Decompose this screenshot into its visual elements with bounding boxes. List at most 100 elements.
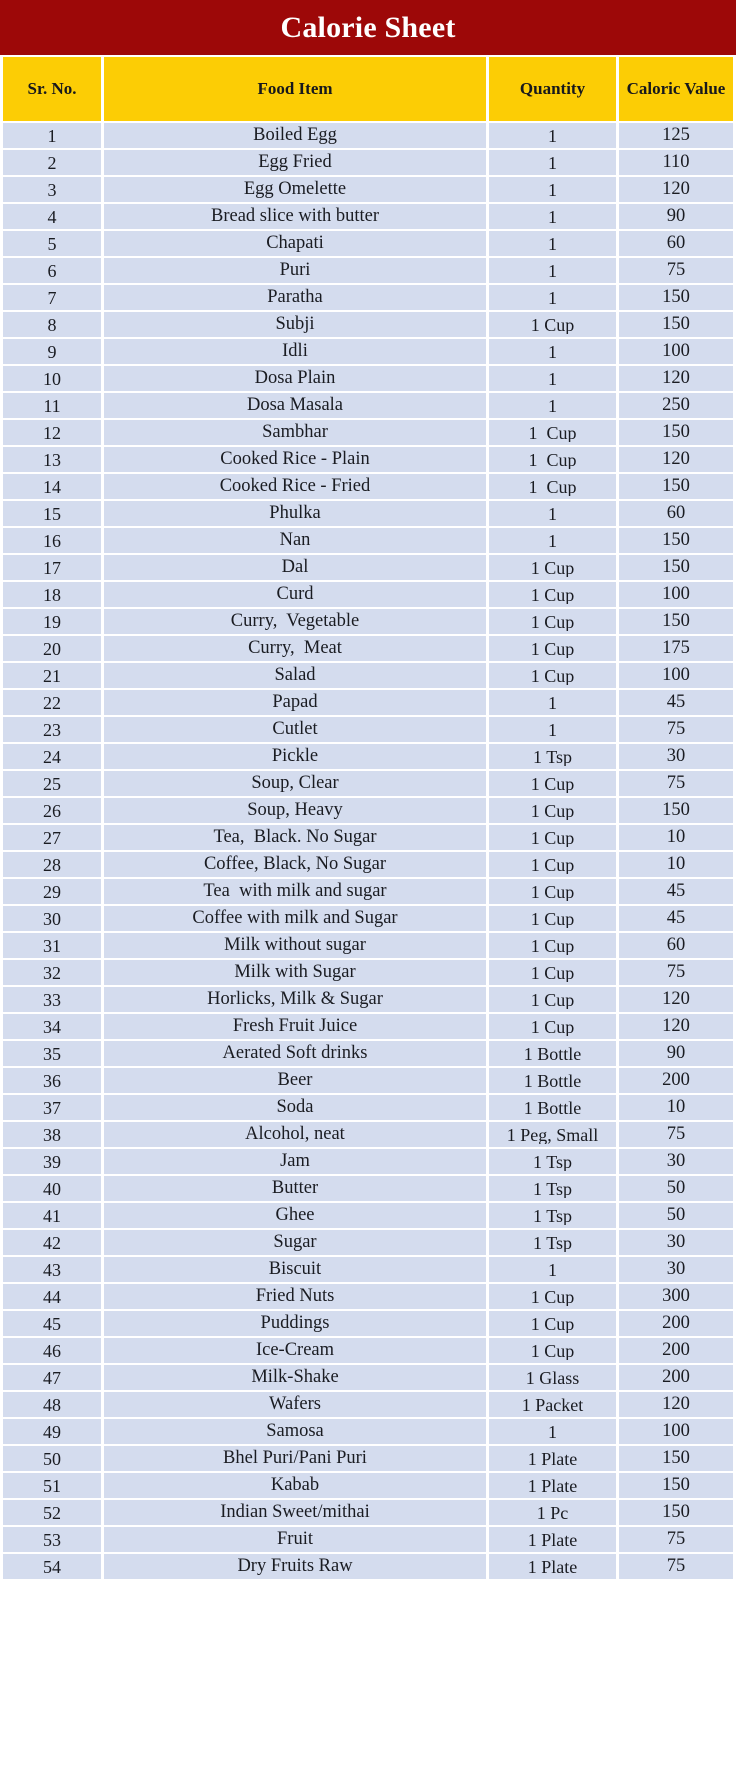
cell-qty: 1 Tsp	[489, 1149, 616, 1174]
quantity-text: 1 Cup	[530, 666, 575, 685]
cell-qty: 1	[489, 690, 616, 715]
table-row: 29 Tea with milk and sugar 1 Cup 45	[3, 879, 733, 904]
cell-cal: 75	[619, 1122, 733, 1147]
cell-qty: 1	[489, 717, 616, 742]
cell-sr: 18	[3, 582, 101, 607]
cell-sr: 23	[3, 717, 101, 742]
quantity-text: 1	[548, 1260, 557, 1279]
cell-sr: 41	[3, 1203, 101, 1228]
cell-cal: 90	[619, 204, 733, 229]
cell-sr: 16	[3, 528, 101, 553]
table-row: 23 Cutlet 1 75	[3, 717, 733, 742]
quantity-text: 1 Cup	[530, 828, 575, 847]
cell-food: Phulka	[104, 501, 486, 526]
cell-food: Coffee with milk and Sugar	[104, 906, 486, 931]
quantity-text: 1 Cup	[530, 558, 575, 577]
table-row: 10 Dosa Plain 1 120	[3, 366, 733, 391]
cell-cal: 150	[619, 1500, 733, 1525]
table-row: 36 Beer 1 Bottle 200	[3, 1068, 733, 1093]
cell-qty: 1 Cup	[489, 1014, 616, 1039]
cell-food: Dal	[104, 555, 486, 580]
cell-qty: 1	[489, 501, 616, 526]
cell-cal: 200	[619, 1311, 733, 1336]
cell-qty: 1	[489, 339, 616, 364]
table-row: 18 Curd 1 Cup 100	[3, 582, 733, 607]
cell-cal: 100	[619, 1419, 733, 1444]
cell-cal: 75	[619, 771, 733, 796]
quantity-text: 1 Cup	[530, 1341, 575, 1360]
cell-food: Curry, Meat	[104, 636, 486, 661]
cell-sr: 45	[3, 1311, 101, 1336]
cell-qty: 1	[489, 231, 616, 256]
cell-food: Aerated Soft drinks	[104, 1041, 486, 1066]
table-row: 5 Chapati 1 60	[3, 231, 733, 256]
quantity-text: 1 Bottle	[523, 1071, 582, 1090]
cell-sr: 14	[3, 474, 101, 499]
cell-sr: 51	[3, 1473, 101, 1498]
cell-sr: 38	[3, 1122, 101, 1147]
quantity-text: 1 Cup	[530, 315, 575, 334]
cell-cal: 30	[619, 1230, 733, 1255]
cell-qty: 1 Bottle	[489, 1095, 616, 1120]
cell-food: Soda	[104, 1095, 486, 1120]
quantity-text: 1 Cup	[530, 855, 575, 874]
table-row: 9 Idli 1 100	[3, 339, 733, 364]
quantity-text: 1 Cup	[530, 909, 575, 928]
cell-sr: 33	[3, 987, 101, 1012]
quantity-text: 1	[548, 288, 557, 307]
table-row: 37 Soda 1 Bottle 10	[3, 1095, 733, 1120]
table-row: 31 Milk without sugar 1 Cup 60	[3, 933, 733, 958]
quantity-text: 1 Cup	[530, 801, 575, 820]
quantity-text: 1 Tsp	[533, 1179, 572, 1198]
cell-qty: 1 Cup	[489, 447, 616, 472]
column-header-sr: Sr. No.	[3, 57, 101, 121]
cell-food: Alcohol, neat	[104, 1122, 486, 1147]
table-row: 52 Indian Sweet/mithai 1 Pc 150	[3, 1500, 733, 1525]
cell-cal: 175	[619, 636, 733, 661]
table-row: 53 Fruit 1 Plate 75	[3, 1527, 733, 1552]
cell-food: Sugar	[104, 1230, 486, 1255]
cell-cal: 150	[619, 555, 733, 580]
cell-qty: 1 Cup	[489, 906, 616, 931]
cell-sr: 15	[3, 501, 101, 526]
quantity-text: 1	[548, 153, 557, 172]
table-body: 1 Boiled Egg 1 125 2 Egg Fried 1 110 3 Egg Omelet…	[3, 123, 733, 1579]
cell-sr: 42	[3, 1230, 101, 1255]
cell-food: Ice-Cream	[104, 1338, 486, 1363]
quantity-text: 1	[548, 126, 557, 145]
cell-food: Ghee	[104, 1203, 486, 1228]
cell-food: Curry, Vegetable	[104, 609, 486, 634]
quantity-text: 1 Packet	[521, 1395, 584, 1414]
quantity-text: 1 Cup	[530, 936, 575, 955]
table-row: 47 Milk-Shake 1 Glass 200	[3, 1365, 733, 1390]
quantity-text: 1 Pc	[536, 1503, 569, 1522]
cell-food: Beer	[104, 1068, 486, 1093]
table-row: 34 Fresh Fruit Juice 1 Cup 120	[3, 1014, 733, 1039]
cell-qty: 1 Tsp	[489, 1203, 616, 1228]
cell-food: Milk with Sugar	[104, 960, 486, 985]
cell-qty: 1	[489, 204, 616, 229]
cell-cal: 150	[619, 285, 733, 310]
cell-qty: 1 Peg, Small	[489, 1122, 616, 1147]
cell-sr: 46	[3, 1338, 101, 1363]
cell-cal: 75	[619, 960, 733, 985]
table-row: 27 Tea, Black. No Sugar 1 Cup 10	[3, 825, 733, 850]
cell-sr: 13	[3, 447, 101, 472]
cell-qty: 1 Plate	[489, 1473, 616, 1498]
cell-sr: 1	[3, 123, 101, 148]
cell-sr: 43	[3, 1257, 101, 1282]
quantity-text: 1 Cup	[528, 477, 577, 496]
cell-sr: 11	[3, 393, 101, 418]
cell-food: Samosa	[104, 1419, 486, 1444]
table-row: 38 Alcohol, neat 1 Peg, Small 75	[3, 1122, 733, 1147]
cell-qty: 1	[489, 1419, 616, 1444]
cell-sr: 10	[3, 366, 101, 391]
cell-sr: 32	[3, 960, 101, 985]
quantity-text: 1	[548, 693, 557, 712]
cell-qty: 1 Cup	[489, 1338, 616, 1363]
cell-cal: 120	[619, 1392, 733, 1417]
cell-sr: 30	[3, 906, 101, 931]
quantity-text: 1 Cup	[530, 882, 575, 901]
quantity-text: 1 Tsp	[533, 747, 572, 766]
table-row: 44 Fried Nuts 1 Cup 300	[3, 1284, 733, 1309]
